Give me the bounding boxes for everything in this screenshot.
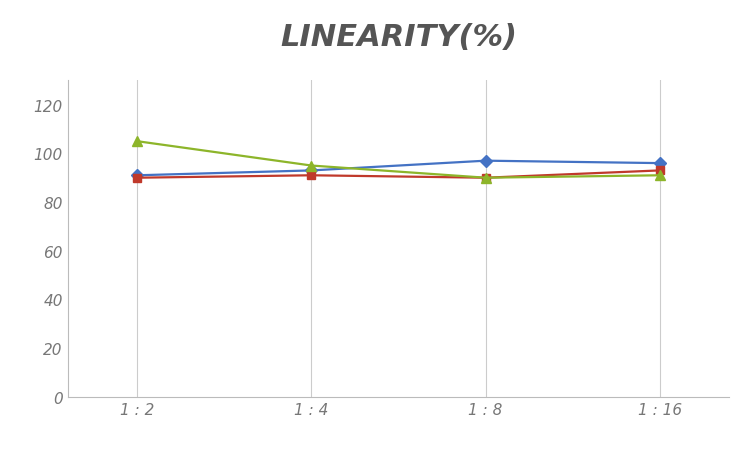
Serum (n=5)	[133, 173, 142, 179]
Text: LINEARITY(%): LINEARITY(%)	[280, 23, 517, 51]
EDTA plasma (n=5)	[481, 175, 490, 181]
Serum (n=5)	[655, 161, 664, 166]
Line: EDTA plasma (n=5): EDTA plasma (n=5)	[133, 167, 664, 183]
Cell culture media (n=5)	[481, 175, 490, 181]
Cell culture media (n=5)	[655, 173, 664, 179]
EDTA plasma (n=5)	[307, 173, 316, 179]
Line: Serum (n=5): Serum (n=5)	[133, 157, 664, 180]
EDTA plasma (n=5)	[133, 175, 142, 181]
Cell culture media (n=5)	[133, 139, 142, 145]
Line: Cell culture media (n=5): Cell culture media (n=5)	[132, 137, 665, 183]
Serum (n=5)	[481, 159, 490, 164]
Cell culture media (n=5)	[307, 163, 316, 169]
Serum (n=5)	[307, 168, 316, 174]
EDTA plasma (n=5)	[655, 168, 664, 174]
